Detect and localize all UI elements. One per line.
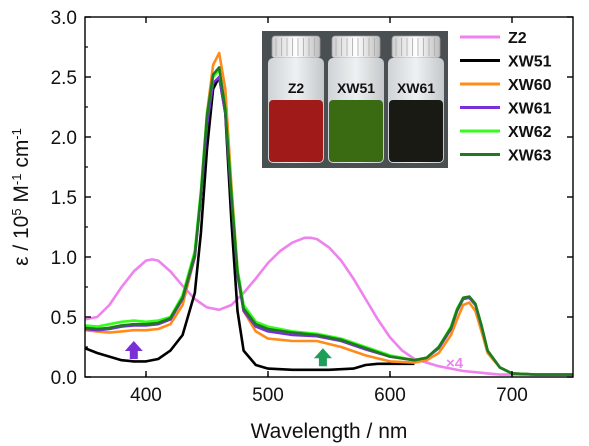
- y-tick-label: 1.5: [51, 188, 77, 209]
- legend-label-xw63: XW63: [508, 148, 552, 165]
- x-tick-label: 600: [374, 385, 406, 406]
- y-tick-label: 1.0: [51, 248, 77, 269]
- trend-arrow-2: [313, 348, 332, 367]
- vial-liquid: [269, 100, 323, 162]
- legend-label-xw62: XW62: [508, 124, 552, 141]
- y-tick-label: 0.0: [51, 368, 77, 389]
- vial-liquid: [389, 100, 443, 162]
- x-axis-title: Wavelength / nm: [251, 420, 408, 443]
- vial-label: XW61: [397, 80, 435, 96]
- vial-liquid: [329, 100, 383, 162]
- vial-label: Z2: [288, 80, 305, 96]
- y-axis-title: ε / 105 M-1 cm-1: [9, 128, 34, 266]
- y-tick-label: 0.5: [51, 308, 77, 329]
- y-tick-label: 3.0: [51, 8, 77, 29]
- legend-label-xw61: XW61: [508, 101, 552, 118]
- series-line-z2: [85, 236, 573, 376]
- legend-label-xw51: XW51: [508, 54, 552, 71]
- vial-cap: [271, 35, 321, 59]
- series-line-xw60: [85, 51, 573, 376]
- vial-cap: [331, 35, 381, 59]
- vial-label: XW51: [337, 80, 375, 96]
- vial-z2: Z2: [268, 35, 324, 163]
- vial-xw51: XW51: [328, 35, 384, 163]
- series-line-xw63: [85, 66, 573, 376]
- legend: Z2 XW51 XW60 XW61 XW62 XW63: [460, 30, 552, 165]
- vial-cap: [391, 35, 441, 59]
- vial-xw61: XW61: [388, 35, 444, 163]
- y-tick-label: 2.5: [51, 68, 77, 89]
- multiplier-label: ×4: [446, 355, 464, 372]
- x-tick-label: 400: [130, 385, 162, 406]
- x-tick-label: 500: [252, 385, 284, 406]
- legend-label-z2: Z2: [508, 30, 527, 47]
- vial-photo-inset: Z2 XW51 XW61: [262, 31, 448, 168]
- x-tick-label: 700: [496, 385, 528, 406]
- legend-label-xw60: XW60: [508, 77, 552, 94]
- y-tick-label: 2.0: [51, 128, 77, 149]
- trend-arrow-1: [124, 341, 143, 359]
